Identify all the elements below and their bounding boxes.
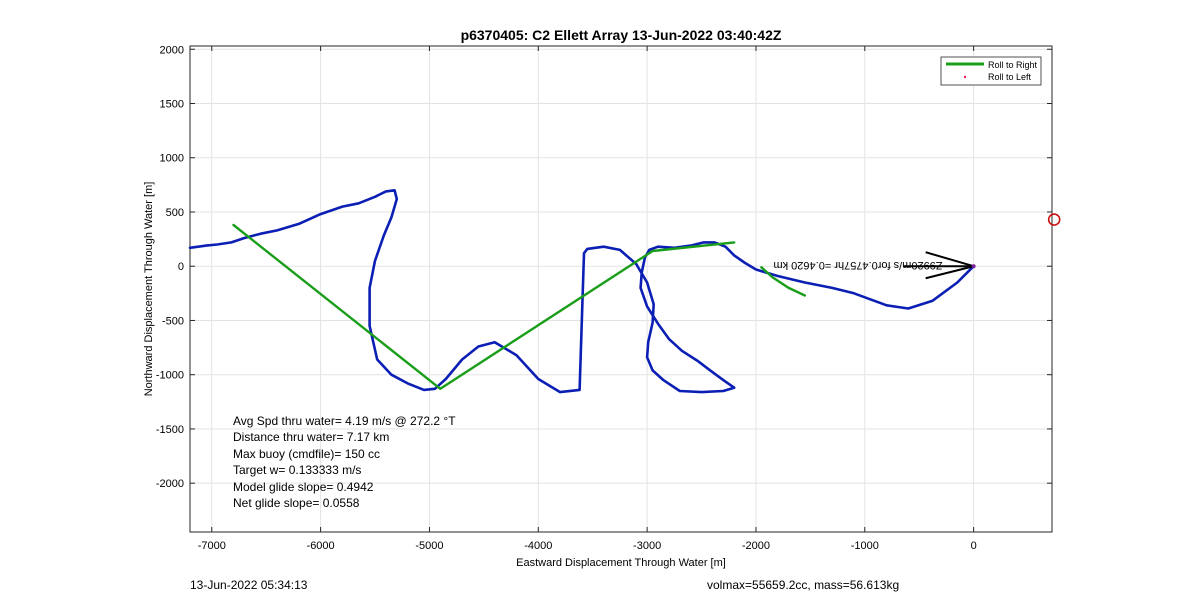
legend-label-roll-right: Roll to Right [988,60,1038,70]
y-tick-label: 1500 [160,98,184,110]
footer-timestamp: 13-Jun-2022 05:34:13 [190,578,308,592]
target-marker [1047,213,1061,226]
y-tick-label: -2000 [156,478,184,490]
roll-right-line [760,266,807,297]
stats-line-net-glide: Net glide slope= 0.0558 [233,496,360,510]
x-tick-label: 0 [971,540,977,552]
x-axis-label: Eastward Displacement Through Water [m] [516,557,726,569]
chart-title: p6370405: C2 Ellett Array 13-Jun-2022 03… [461,27,782,43]
stats-line-speed: Avg Spd thru water= 4.19 m/s @ 272.2 °T [233,414,456,428]
stats-line-model-glide: Model glide slope= 0.4942 [233,480,374,494]
arrow-layer [903,251,974,280]
x-tick-labels: -7000 -6000 -5000 -4000 -3000 -2000 -1000 0 [198,46,977,552]
rotated-annotation: Z9920m/s for0.4757hr =0.4620 km [773,259,942,271]
y-tick-label: -1500 [156,424,184,436]
stats-line-target-w: Target w= 0.133333 m/s [233,463,361,477]
stats-line-distance: Distance thru water= 7.17 km [233,430,389,444]
y-tick-label: 2000 [160,44,184,56]
y-tick-label: -1000 [156,370,184,382]
roll-right-line [232,223,736,390]
stats-line-buoy: Max buoy (cmdfile)= 150 cc [233,447,380,461]
arrow-head-upper [925,251,974,268]
x-tick-label: -4000 [524,540,552,552]
x-tick-label: -6000 [307,540,335,552]
y-tick-label: 1000 [160,153,184,165]
y-tick-label: -500 [162,315,184,327]
x-tick-label: -5000 [415,540,443,552]
x-tick-label: -7000 [198,540,226,552]
axes-box [189,45,1053,533]
x-tick-label: -3000 [633,540,661,552]
stats-annotation: Avg Spd thru water= 4.19 m/s @ 272.2 °T … [233,414,456,510]
footer-vol-mass: volmax=55659.2cc, mass=56.613kg [707,578,900,592]
y-tick-label: 500 [166,207,184,219]
y-tick-labels: 2000 1500 1000 500 0 -500 -1000 -1500 -2000 [156,44,1052,490]
legend-label-roll-left: Roll to Left [988,72,1032,82]
x-tick-label: -2000 [742,540,770,552]
y-axis-label: Northward Displacement Through Water [m] [143,182,155,397]
trajectory-line [188,189,975,394]
x-tick-label: -1000 [851,540,879,552]
marker-layer [971,213,1061,269]
legend-box [940,56,1042,86]
y-tick-label: 0 [178,261,184,273]
arrow-head-lower [925,265,974,280]
series-layer [188,189,975,394]
legend: Roll to Right Roll to Left [940,56,1042,86]
legend-marker-roll-left [963,75,967,79]
origin-marker [971,264,976,269]
